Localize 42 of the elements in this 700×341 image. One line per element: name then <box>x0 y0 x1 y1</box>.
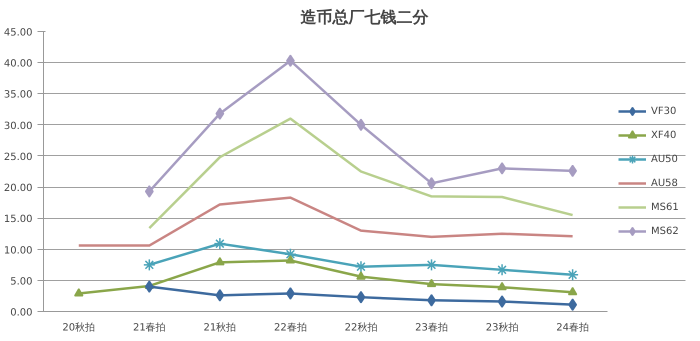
y-tick-label: 15.00 <box>4 214 33 226</box>
legend-label: MS61 <box>651 202 680 212</box>
y-tick-label: 30.00 <box>4 120 33 132</box>
point <box>215 107 224 120</box>
y-tick-label: 10.00 <box>4 245 33 256</box>
y-tick-label: 35.00 <box>4 90 33 101</box>
legend-label: AU58 <box>651 178 679 188</box>
point <box>497 282 507 290</box>
y-tick-label: 5.00 <box>10 276 32 288</box>
legend-label: AU50 <box>651 154 679 164</box>
point <box>144 280 154 293</box>
point <box>215 289 224 302</box>
legend-label: MS62 <box>651 226 680 236</box>
y-tick-label: 25.00 <box>4 152 33 163</box>
line-series <box>78 196 574 247</box>
x-tick-label: 22春拍 <box>274 322 307 334</box>
legend-label: XF40 <box>651 130 678 140</box>
legend-label: VF30 <box>651 106 678 116</box>
x-tick-label: 23秋拍 <box>486 322 518 334</box>
point <box>214 237 226 250</box>
point <box>568 286 578 296</box>
point <box>144 185 154 198</box>
point <box>74 288 84 297</box>
line-series <box>148 117 574 230</box>
point <box>286 255 296 264</box>
chart-title: 造币总厂七钱二分 <box>300 8 430 26</box>
point <box>143 258 156 272</box>
point <box>568 164 578 178</box>
x-tick-label: 22秋拍 <box>344 322 378 334</box>
x-tick-label: 23春拍 <box>415 322 448 334</box>
x-tick-label: 24春拍 <box>556 322 589 334</box>
point <box>356 271 366 280</box>
point <box>215 256 225 266</box>
x-tick-label: 20秋拍 <box>62 322 96 334</box>
y-tick-label: 20.00 <box>4 183 33 194</box>
y-tick-label: 45.00 <box>4 28 33 38</box>
x-tick-label: 21秋拍 <box>204 322 236 334</box>
y-tick-label: 40.00 <box>4 58 33 70</box>
y-tick-label: 0.00 <box>10 308 32 318</box>
point <box>426 278 436 288</box>
point <box>568 298 578 311</box>
x-tick-label: 21春拍 <box>132 322 166 334</box>
